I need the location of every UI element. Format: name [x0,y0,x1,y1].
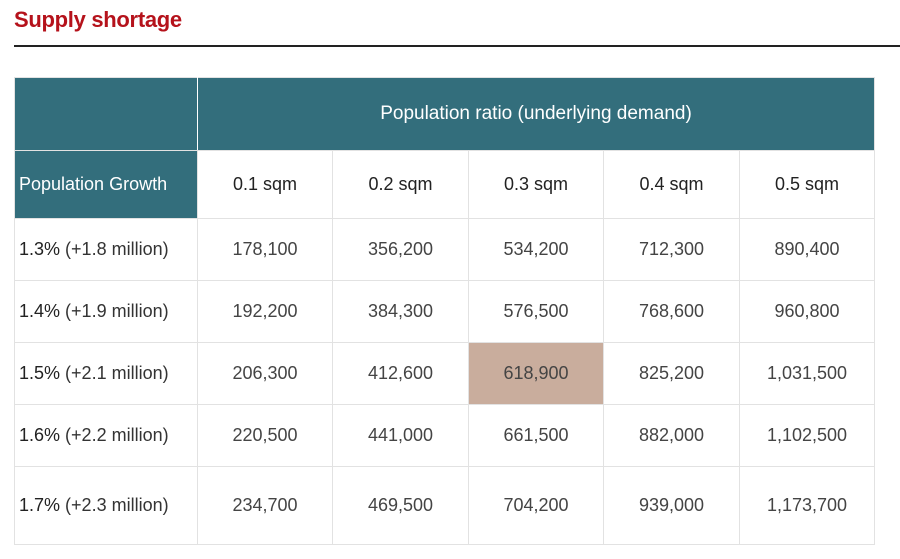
row-label: 1.5% (+2.1 million) [14,342,198,405]
table-cell: 890,400 [738,218,876,281]
column-header: 0.4 sqm [603,150,740,219]
growth-rate: 1.7% [19,495,61,515]
table-cell: 704,200 [468,466,604,545]
table-row: 1.6% (+2.2 million) 220,500 441,000 661,… [14,404,876,467]
table-cell: 412,600 [332,342,469,405]
table-cell: 1,173,700 [738,466,876,545]
table-cell: 712,300 [603,218,740,281]
row-label: 1.4% (+1.9 million) [14,280,198,343]
table-cell: 960,800 [738,280,876,343]
row-label: 1.6% (+2.2 million) [14,404,198,467]
growth-detail: (+1.8 million) [65,239,169,259]
table-cell: 1,031,500 [738,342,876,405]
column-header: 0.3 sqm [468,150,604,219]
table-cell: 469,500 [332,466,469,545]
row-label: 1.7% (+2.3 million) [14,466,198,545]
table-cell: 939,000 [603,466,740,545]
row-header: Population Growth [14,150,198,219]
table-cell: 178,100 [197,218,333,281]
column-group-header: Population ratio (underlying demand) [196,77,876,151]
table-cell: 384,300 [332,280,469,343]
growth-detail: (+2.1 million) [65,363,169,383]
table-row: 1.4% (+1.9 million) 192,200 384,300 576,… [14,280,876,343]
table-cell: 576,500 [468,280,604,343]
column-header: 0.2 sqm [332,150,469,219]
table-cell: 882,000 [603,404,740,467]
row-label: 1.3% (+1.8 million) [14,218,198,281]
table-cell: 220,500 [197,404,333,467]
table-cell: 1,102,500 [738,404,876,467]
chart-title: Supply shortage [14,7,182,32]
table-row: 1.7% (+2.3 million) 234,700 469,500 704,… [14,466,876,545]
table-row: 1.5% (+2.1 million) 206,300 412,600 618,… [14,342,876,405]
growth-rate: 1.3% [19,239,61,259]
table-cell: 206,300 [197,342,333,405]
growth-rate: 1.4% [19,301,61,321]
table-cell: 356,200 [332,218,469,281]
growth-rate: 1.6% [19,425,61,445]
title-divider [14,45,900,47]
supply-table: Population ratio (underlying demand) Pop… [14,77,876,545]
growth-detail: (+2.3 million) [65,495,169,515]
table-cell: 768,600 [603,280,740,343]
growth-rate: 1.5% [19,363,61,383]
growth-detail: (+2.2 million) [65,425,169,445]
header-corner [14,77,198,151]
table-cell: 661,500 [468,404,604,467]
table-row: 1.3% (+1.8 million) 178,100 356,200 534,… [14,218,876,281]
table-cell: 234,700 [197,466,333,545]
highlighted-cell: 618,900 [468,342,604,405]
table-cell: 534,200 [468,218,604,281]
header-group-row: Population ratio (underlying demand) [14,77,876,151]
table-cell: 192,200 [197,280,333,343]
header-column-row: Population Growth 0.1 sqm 0.2 sqm 0.3 sq… [14,150,876,219]
growth-detail: (+1.9 million) [65,301,169,321]
column-header: 0.1 sqm [197,150,333,219]
table-cell: 825,200 [603,342,740,405]
column-header: 0.5 sqm [738,150,876,219]
table-cell: 441,000 [332,404,469,467]
